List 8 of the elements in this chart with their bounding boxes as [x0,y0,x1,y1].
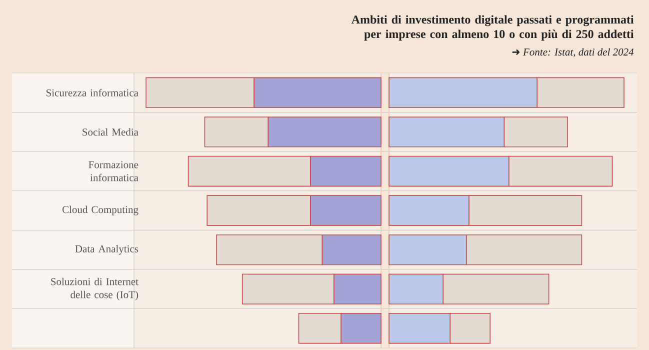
text: ➜ Fonte: Istat, dati del 2024 [512,48,634,58]
y-tick-label: Social Media [82,128,138,136]
y-tick-label: Soluzioni di Internet delle cose (IoT) [51,278,138,300]
y-tick-label: Sicurezza informatica [46,88,138,96]
y-tick-label: Formazione informatica [88,161,138,182]
y-tick-label: Data Analytics [75,245,138,255]
chart-title: Ambiti di investimento digitale passati e programmati per imprese con almeno 10 o con più di 250 addetti [351,15,634,41]
y-tick-label: Cloud Computing [62,206,138,216]
